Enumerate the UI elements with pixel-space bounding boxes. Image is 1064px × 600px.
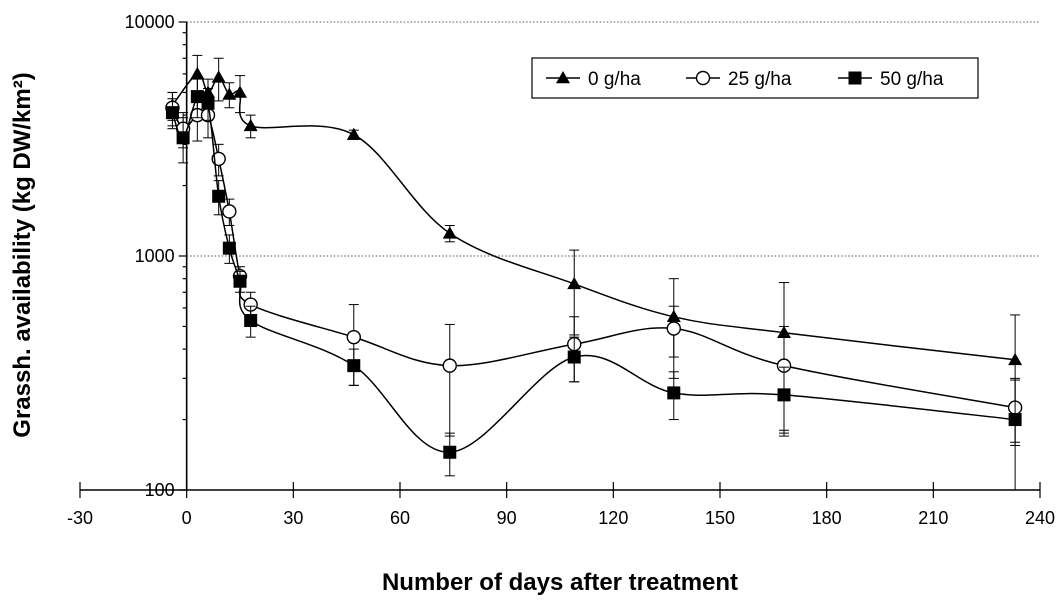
data-point [442, 358, 457, 373]
data-point [346, 127, 361, 140]
x-tick-label: 240 [1025, 508, 1055, 528]
data-point [165, 106, 179, 120]
series-2 [165, 78, 1022, 491]
legend-marker [556, 71, 570, 84]
data-point [666, 321, 681, 336]
x-tick-label: 90 [497, 508, 517, 528]
x-tick-label: -30 [67, 508, 93, 528]
legend-item-1: 25 g/ha [686, 69, 792, 90]
data-point [222, 241, 236, 255]
series-line [171, 107, 1016, 409]
data-point [176, 131, 190, 145]
data-point [243, 118, 258, 132]
data-point [443, 445, 457, 459]
series-line [171, 90, 1016, 453]
data-point [190, 66, 205, 80]
x-axis-title: Number of days after treatment [382, 569, 738, 596]
series-layer [165, 54, 1023, 491]
data-point [212, 189, 226, 203]
data-point [233, 85, 247, 98]
grid [186, 21, 1040, 257]
data-point [567, 350, 581, 364]
legend: 0 g/ha 25 g/ha 50 g/ha [531, 57, 979, 99]
y-axis-title: Grassh. availability (kg DW/km²) [9, 72, 36, 437]
legend-marker [848, 71, 862, 85]
data-point [244, 314, 258, 328]
x-tick-label: 180 [812, 508, 842, 528]
legend-item-0: 0 g/ha [546, 69, 641, 90]
legend-box [531, 57, 979, 99]
series-1 [165, 91, 1023, 446]
tick-labels: 100 1000 10000 -30 0 30 60 90 120 150 180 210 240 [67, 12, 1055, 528]
legend-marker [695, 70, 711, 86]
data-point [233, 274, 247, 288]
data-point [777, 388, 791, 402]
data-point [222, 87, 237, 100]
x-tick-label: 0 [182, 508, 192, 528]
axes [79, 21, 1041, 498]
x-tick-label: 210 [918, 508, 948, 528]
data-point [442, 226, 457, 239]
data-point [222, 204, 237, 219]
data-point [1008, 413, 1022, 427]
legend-item-2: 50 g/ha [838, 69, 944, 90]
data-point [201, 96, 215, 110]
x-tick-label: 150 [705, 508, 735, 528]
y-tick-label: 10000 [125, 12, 175, 32]
legend-label: 50 g/ha [880, 69, 944, 90]
x-tick-label: 30 [283, 508, 303, 528]
legend-label: 25 g/ha [728, 69, 792, 90]
y-tick-label: 1000 [135, 246, 175, 266]
y-tick-label: 100 [145, 480, 175, 500]
data-point [211, 70, 226, 83]
data-point [667, 386, 681, 400]
data-point [347, 359, 361, 373]
legend-label: 0 g/ha [588, 69, 641, 90]
data-point [190, 90, 204, 104]
x-tick-label: 120 [598, 508, 628, 528]
series-0 [165, 54, 1023, 443]
data-point [1008, 352, 1023, 366]
x-tick-label: 60 [390, 508, 410, 528]
data-point [346, 329, 361, 345]
data-point [567, 276, 582, 290]
series-line [171, 73, 1016, 361]
